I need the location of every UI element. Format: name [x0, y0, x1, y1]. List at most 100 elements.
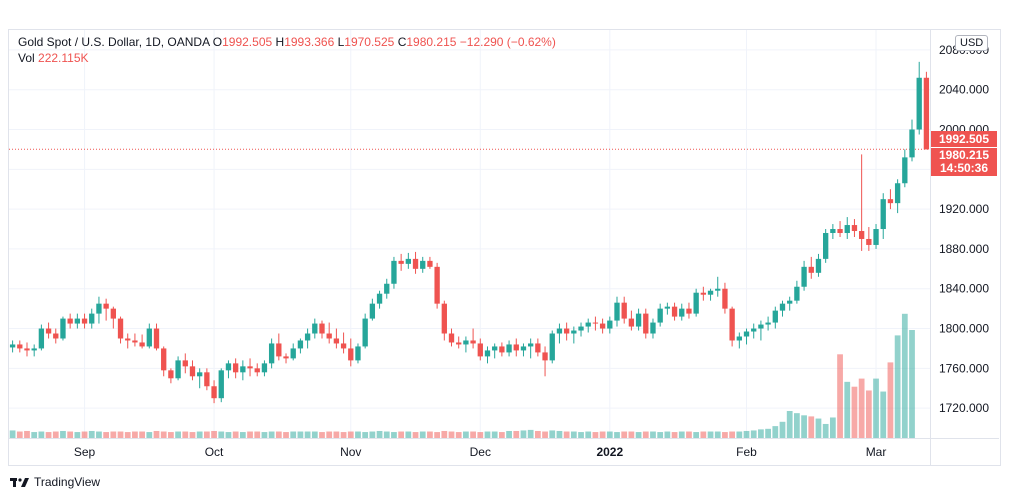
high-label: H [275, 35, 285, 49]
x-tick-label: Mar [866, 445, 887, 459]
candle-body [743, 331, 750, 337]
candle [707, 288, 714, 301]
volume-bar [808, 416, 815, 438]
volume-bar [124, 432, 131, 438]
volume-bar [67, 431, 74, 438]
volume-bar [642, 431, 649, 438]
candle [319, 320, 325, 339]
candle [628, 310, 635, 331]
volume-label: Vol [18, 51, 35, 65]
candle-body [441, 303, 447, 334]
last-price-value: 1980.215 [938, 148, 990, 162]
candle-body [902, 157, 908, 184]
candle [880, 193, 886, 239]
candle [787, 296, 793, 311]
candle [736, 332, 742, 349]
candle [283, 353, 289, 364]
candle-body [470, 340, 476, 344]
candle-body [96, 303, 102, 314]
candle [693, 288, 699, 317]
y-tick-label: 1880.000 [939, 242, 989, 256]
candle [563, 322, 570, 341]
candle [715, 276, 721, 297]
candle [153, 323, 160, 351]
y-tick-label: 1800.000 [939, 322, 989, 336]
y-tick-label: 1840.000 [939, 282, 989, 296]
volume-bar [290, 431, 297, 438]
candle [614, 296, 620, 327]
volume-bar [858, 378, 865, 438]
candle [290, 343, 296, 361]
volume-bar [175, 431, 181, 438]
volume-bar [88, 430, 95, 438]
candle-body [837, 229, 843, 234]
candle-body [657, 308, 663, 323]
open-value: 1992.505 [222, 35, 273, 49]
candle [448, 328, 455, 347]
volume-bar [117, 431, 124, 438]
candle-body [398, 260, 404, 264]
x-tick-label: Oct [205, 445, 224, 459]
volume-bar [268, 431, 275, 438]
candle-body [614, 302, 620, 321]
volume-bar [362, 432, 369, 438]
candle [484, 346, 491, 364]
candle-body [24, 348, 30, 351]
candle-body [607, 320, 613, 329]
candle [722, 282, 728, 314]
chart-frame [8, 29, 1001, 466]
candle [376, 290, 383, 309]
symbol-name[interactable]: Gold Spot / U.S. Dollar, 1D, OANDA [18, 35, 210, 49]
change-value: −12.290 (−0.62%) [459, 35, 556, 49]
candle [894, 179, 901, 214]
candle [161, 346, 167, 377]
candle [765, 316, 771, 331]
volume-bar [779, 421, 786, 438]
candle [175, 356, 181, 381]
candle [866, 227, 872, 251]
candle-body [549, 333, 555, 361]
volume-bar [45, 432, 52, 438]
volume-bar [786, 411, 793, 438]
tradingview-brand[interactable]: TradingView [10, 475, 100, 489]
volume-bar [549, 430, 556, 438]
candle-body [456, 342, 462, 345]
candle-body [161, 348, 167, 371]
candle [772, 306, 778, 329]
volume-bar [671, 432, 678, 438]
candle [607, 316, 613, 334]
high-value: 1993.366 [284, 35, 335, 49]
candle [887, 189, 894, 210]
candle-body [81, 318, 88, 324]
candle [592, 316, 599, 331]
candle [837, 221, 843, 237]
candle [53, 328, 59, 344]
candle-body [664, 306, 671, 309]
candle [686, 302, 692, 319]
candle [24, 342, 30, 357]
volume-bar [60, 430, 66, 438]
candle-body [391, 260, 397, 284]
volume-bar [16, 431, 23, 438]
candle-body [628, 318, 635, 327]
candle-body [405, 258, 412, 264]
candle-body [45, 328, 52, 334]
candle [751, 323, 757, 339]
candle-body [499, 346, 505, 353]
candle-body [420, 260, 426, 269]
candle-body [240, 366, 246, 373]
candle [758, 320, 764, 341]
currency-button[interactable]: USD [955, 35, 989, 51]
candle [700, 286, 707, 301]
candle-body [477, 343, 483, 357]
volume-bar [865, 390, 872, 438]
candle [103, 298, 109, 321]
volume-bar [376, 430, 383, 438]
candle [232, 358, 239, 379]
volume-bar [254, 431, 261, 438]
volume-bar [311, 431, 318, 438]
volume-bar [578, 432, 584, 438]
candle [218, 368, 224, 403]
candle [405, 252, 412, 269]
